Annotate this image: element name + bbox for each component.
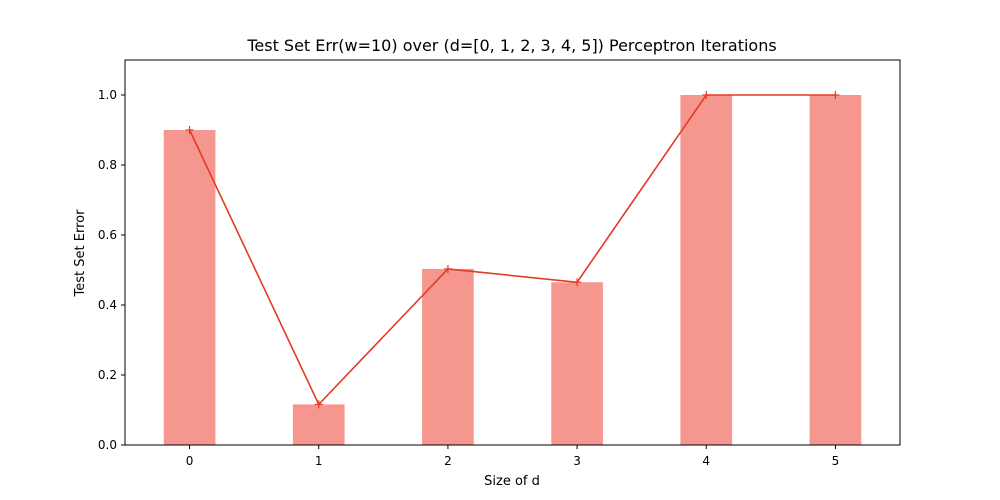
axes-layer: 0 1 2 3 4 5 0.0 0.2 0.4 0.6 0.8 1.0 (98, 59, 901, 468)
x-tick-label: 3 (573, 454, 581, 468)
y-tick-label: 0.8 (98, 158, 117, 172)
x-axis-label: Size of d (484, 474, 540, 489)
x-tick-label: 5 (832, 454, 840, 468)
bar-1 (292, 404, 345, 445)
line-marker-4 (702, 91, 711, 99)
x-tick-label: 0 (186, 454, 194, 468)
bar-4 (680, 95, 733, 445)
line-marker-5 (831, 91, 840, 99)
bars-layer (163, 95, 862, 445)
line-marker-0 (185, 126, 194, 134)
bar-0 (163, 130, 216, 445)
y-tick-label: 0.6 (98, 228, 117, 242)
y-tick-label: 0.4 (98, 298, 117, 312)
x-tick-label: 1 (315, 454, 323, 468)
y-tick-label: 1.0 (98, 88, 117, 102)
series-line (188, 94, 836, 406)
line-marker-1 (314, 400, 323, 409)
y-axis-label: Test Set Error (73, 209, 88, 298)
line-layer (185, 91, 840, 409)
bar-5 (809, 95, 862, 445)
axes-frame (124, 59, 901, 446)
bar-3 (551, 282, 603, 445)
chart-title: Test Set Err(w=10) over (d=[0, 1, 2, 3, … (246, 36, 776, 55)
y-tick-label: 0.0 (98, 438, 117, 452)
line-marker-2 (443, 264, 452, 273)
bar-2 (422, 268, 474, 445)
x-tick-label: 4 (702, 454, 710, 468)
y-tick-label: 0.2 (98, 368, 117, 382)
line-marker-3 (573, 278, 582, 287)
x-tick-label: 2 (444, 454, 452, 468)
